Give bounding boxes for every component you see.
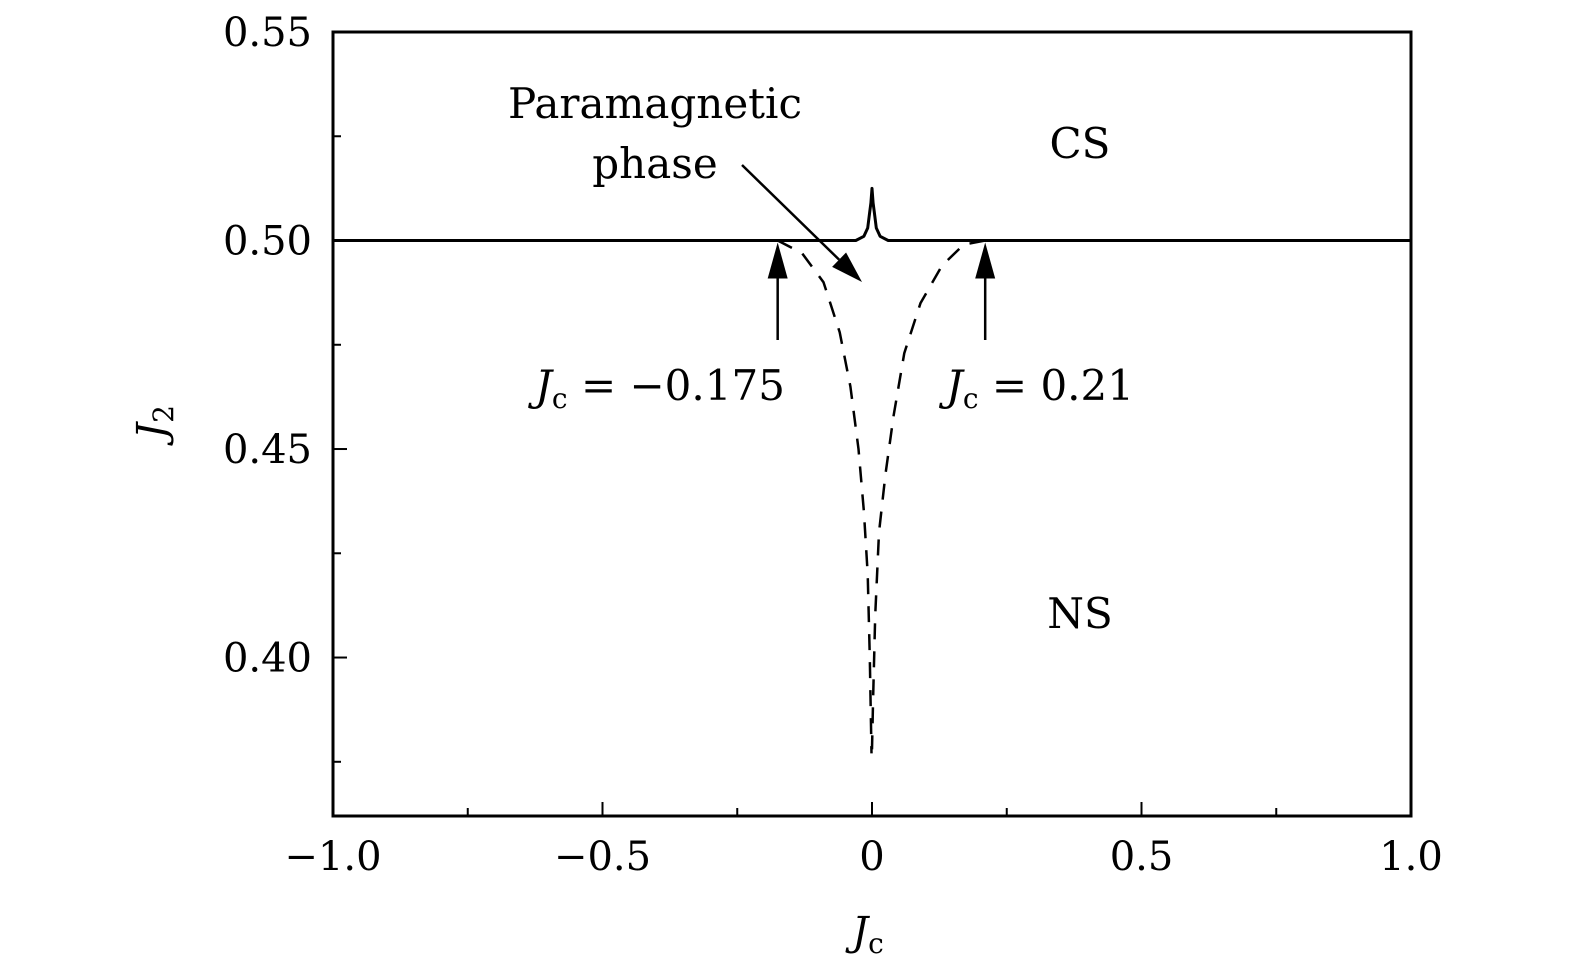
paramagnetic-arrow-head (832, 252, 862, 282)
x-tick-label: 1.0 (1379, 834, 1443, 880)
right-critical-value: = 0.21 (979, 361, 1134, 410)
paramagnetic-arrow-shaft (741, 164, 840, 261)
series-line-solid (333, 186, 1411, 242)
x-tick-label: 0 (859, 834, 884, 880)
left-critical-arrow-head (767, 242, 788, 279)
series-line-dashed-1 (777, 239, 873, 754)
x-axis-title-sub: c (868, 927, 884, 960)
left-critical-label: Jc = −0.175 (527, 361, 785, 415)
x-tick-label: −0.5 (554, 834, 651, 880)
left-critical-value: = −0.175 (568, 361, 785, 410)
paramagnetic-label-line1: Paramagnetic (508, 79, 802, 128)
data-series (333, 186, 1411, 754)
y-tick-label: 0.45 (223, 427, 312, 473)
axis-ticks (332, 31, 1412, 816)
left-critical-sub: c (552, 382, 568, 415)
region-label-ns: NS (1047, 589, 1113, 638)
y-tick-label: 0.50 (223, 219, 312, 265)
y-tick-label: 0.55 (223, 10, 312, 56)
region-label-cs: CS (1050, 119, 1111, 168)
x-tick-label: −1.0 (284, 834, 381, 880)
y-axis-title-sub: 2 (147, 405, 180, 423)
right-critical-sub: c (963, 382, 979, 415)
series-line-dashed-2 (870, 239, 986, 750)
y-tick-label: 0.40 (223, 636, 312, 682)
right-critical-arrow-head (975, 242, 996, 279)
right-critical-label: Jc = 0.21 (938, 361, 1134, 415)
paramagnetic-label-line2: phase (592, 139, 717, 188)
axis-tick-labels: −1.0 −0.5 0 0.5 1.0 0.55 0.50 0.45 0.40 (223, 10, 1443, 880)
x-tick-label: 0.5 (1110, 834, 1174, 880)
annotation-arrows (741, 164, 996, 340)
